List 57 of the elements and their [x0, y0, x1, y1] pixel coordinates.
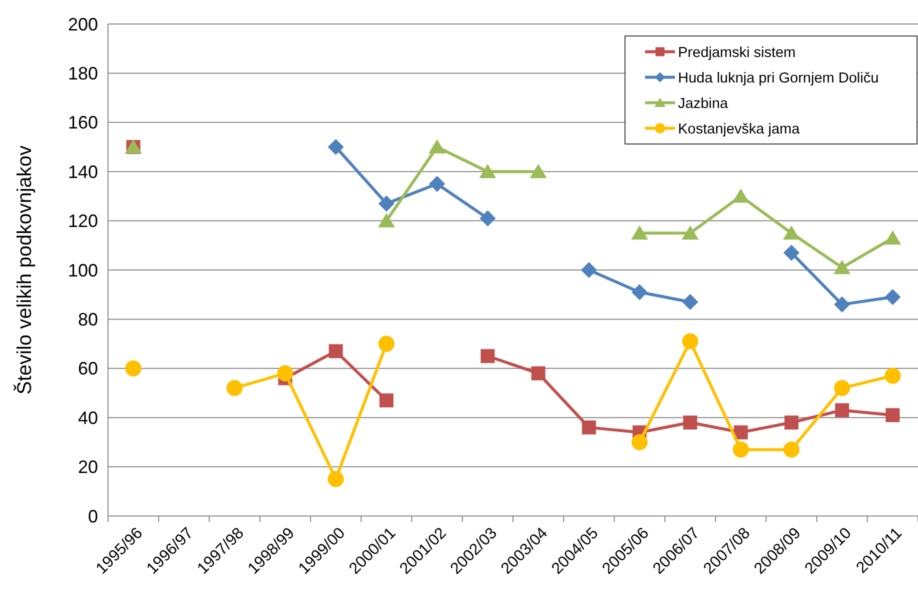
point	[834, 380, 850, 396]
legend-label: Kostanjevška jama	[678, 121, 801, 138]
point	[428, 139, 446, 154]
legend-label: Huda luknja pri Gornjem Doliču	[678, 70, 879, 86]
y-tick-label: 40	[78, 408, 98, 428]
point	[782, 225, 800, 240]
y-tick-label: 160	[68, 112, 98, 133]
point	[682, 225, 699, 240]
point	[277, 365, 294, 382]
point	[125, 360, 142, 376]
y-tick-label: 120	[68, 211, 98, 232]
point	[328, 138, 344, 156]
point	[884, 368, 901, 384]
point	[378, 196, 394, 212]
y-tick-label: 100	[68, 260, 98, 280]
legend-label: Predjamski sistem	[678, 44, 796, 61]
point	[631, 225, 648, 240]
point	[379, 393, 394, 408]
point	[480, 349, 495, 364]
point	[835, 403, 850, 418]
y-tick-label: 80	[78, 310, 98, 330]
y-axis-title: Število velikih podkovnjakov	[13, 145, 36, 395]
point	[632, 284, 648, 300]
point	[834, 296, 850, 312]
point	[732, 442, 749, 458]
y-tick-label: 140	[68, 162, 98, 182]
point	[783, 244, 800, 261]
point	[480, 210, 496, 226]
y-tick-label: 200	[68, 14, 98, 34]
point	[683, 416, 698, 430]
point	[884, 230, 902, 245]
point	[682, 333, 698, 350]
point	[884, 289, 901, 306]
y-tick-label: 0	[88, 506, 98, 526]
point	[226, 380, 243, 396]
point	[328, 344, 343, 358]
point	[378, 336, 394, 352]
y-tick-label: 60	[78, 358, 98, 379]
point	[682, 294, 698, 310]
point	[479, 164, 496, 178]
point	[530, 164, 547, 178]
point	[632, 434, 648, 450]
point	[732, 188, 750, 203]
point	[580, 262, 597, 278]
point	[531, 366, 546, 380]
legend-label: Jazbina	[678, 96, 729, 112]
point	[784, 416, 798, 430]
y-tick-label: 20	[78, 457, 98, 478]
point	[328, 471, 344, 488]
y-tick-label: 180	[68, 64, 98, 84]
point	[834, 260, 851, 274]
point	[582, 420, 596, 434]
point	[783, 442, 800, 458]
point	[734, 425, 748, 440]
point	[886, 408, 900, 422]
point	[429, 176, 446, 192]
point	[378, 213, 395, 228]
